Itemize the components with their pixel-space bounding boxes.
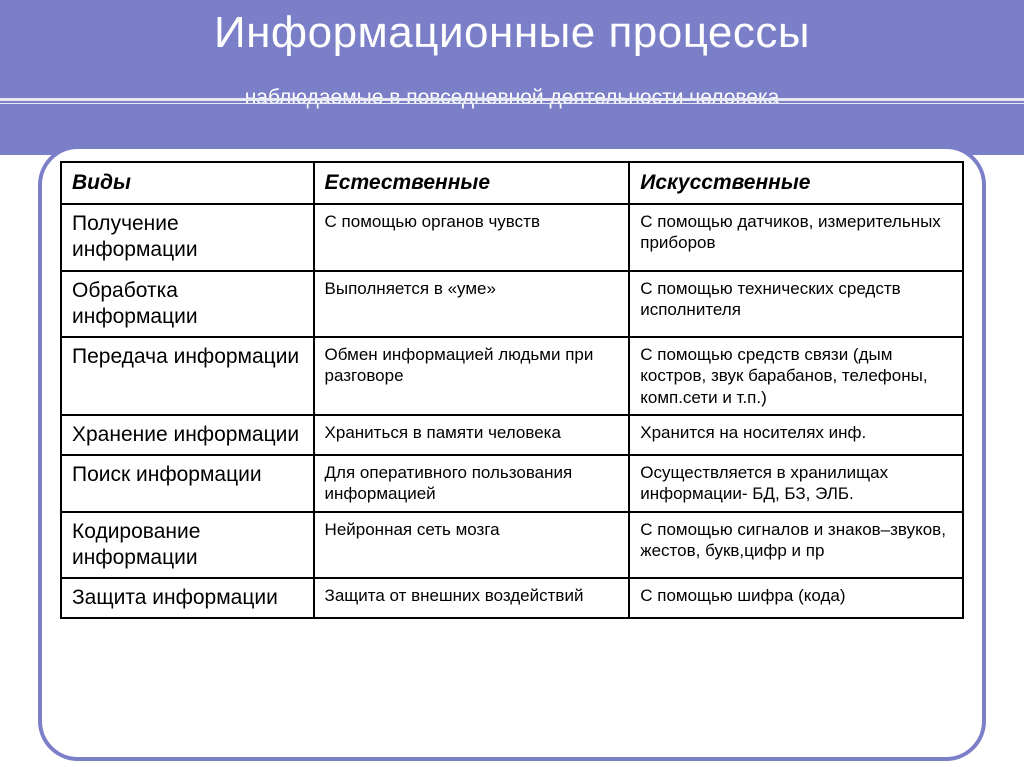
table-row: Обработка информации Выполняется в «уме»… [61, 271, 963, 338]
cell-artificial: С помощью датчиков, измерительных прибор… [629, 204, 963, 271]
table-row: Хранение информации Храниться в памяти ч… [61, 415, 963, 455]
cell-type: Хранение информации [61, 415, 314, 455]
cell-natural: Обмен информацией людьми при разговоре [314, 337, 630, 415]
cell-natural: С помощью органов чувств [314, 204, 630, 271]
cell-natural: Выполняется в «уме» [314, 271, 630, 338]
cell-type: Защита информации [61, 578, 314, 618]
cell-artificial: Хранится на носителях инф. [629, 415, 963, 455]
cell-natural: Нейронная сеть мозга [314, 512, 630, 579]
cell-type: Передача информации [61, 337, 314, 415]
content-card: Виды Естественные Искусственные Получени… [38, 145, 986, 761]
cell-artificial: С помощью шифра (кода) [629, 578, 963, 618]
cell-artificial: Осуществляется в хранилищах информации- … [629, 455, 963, 512]
col-header-natural: Естественные [314, 162, 630, 204]
slide-header: Информационные процессы наблюдаемые в по… [0, 0, 1024, 155]
cell-natural: Для оперативного пользования информацией [314, 455, 630, 512]
table-row: Защита информации Защита от внешних возд… [61, 578, 963, 618]
table-row: Поиск информации Для оперативного пользо… [61, 455, 963, 512]
slide-title: Информационные процессы [0, 8, 1024, 58]
table-row: Передача информации Обмен информацией лю… [61, 337, 963, 415]
cell-type: Получение информации [61, 204, 314, 271]
cell-type: Обработка информации [61, 271, 314, 338]
cell-artificial: С помощью средств связи (дым костров, зв… [629, 337, 963, 415]
table-header-row: Виды Естественные Искусственные [61, 162, 963, 204]
cell-type: Поиск информации [61, 455, 314, 512]
cell-natural: Храниться в памяти человека [314, 415, 630, 455]
cell-natural: Защита от внешних воздействий [314, 578, 630, 618]
cell-artificial: С помощью сигналов и знаков–звуков, жест… [629, 512, 963, 579]
cell-type: Кодирование информации [61, 512, 314, 579]
info-processes-table: Виды Естественные Искусственные Получени… [60, 161, 964, 619]
table-row: Получение информации С помощью органов ч… [61, 204, 963, 271]
table-row: Кодирование информации Нейронная сеть мо… [61, 512, 963, 579]
cell-artificial: С помощью технических средств исполнител… [629, 271, 963, 338]
col-header-types: Виды [61, 162, 314, 204]
title-underline [0, 98, 1024, 104]
col-header-artificial: Искусственные [629, 162, 963, 204]
